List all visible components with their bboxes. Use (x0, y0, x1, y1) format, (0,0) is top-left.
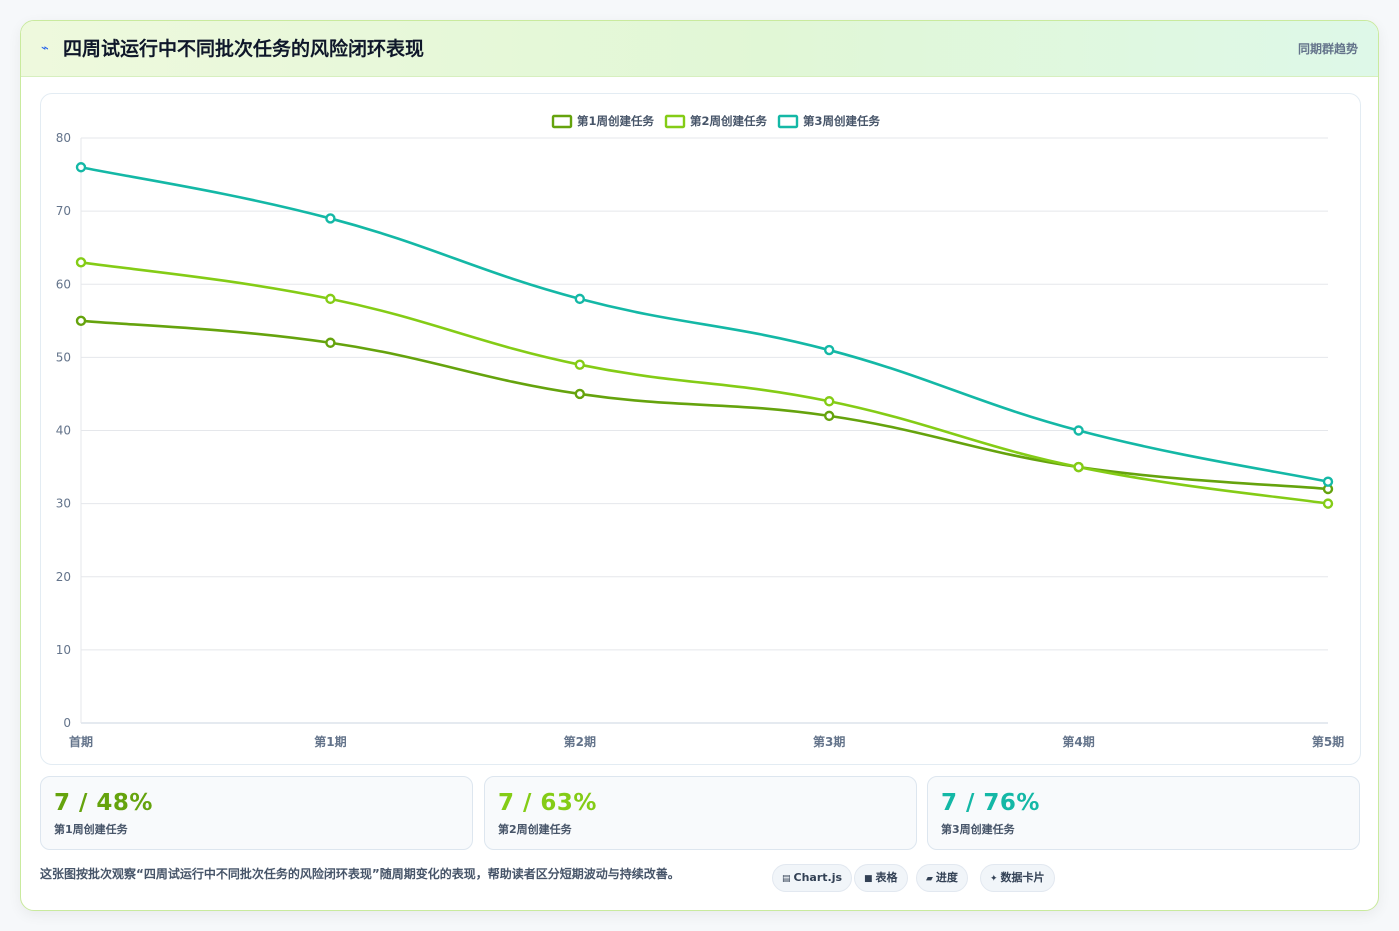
kpi-label: 第2周创建任务 (498, 823, 572, 836)
chip-progress[interactable]: ▰ 进度 (916, 864, 968, 892)
data-point (325, 293, 336, 305)
chip-chartjs[interactable]: ▤ Chart.js (772, 864, 853, 892)
data-point (574, 359, 585, 370)
x-tick-label: 第4期 (1062, 734, 1094, 749)
line-chart: 0 10 20 30 40 50 60 70 80 首期 第1期 第2期 第3期 第4期 第5期 第1周创建任… (56, 114, 1344, 749)
x-tick-label: 第1期 (314, 734, 346, 749)
y-tick-label: 40 (56, 424, 71, 438)
kpi-label: 第3周创建任务 (941, 823, 1015, 836)
data-point (824, 396, 835, 407)
data-point (574, 388, 585, 400)
y-tick-label: 50 (56, 350, 71, 364)
y-tick-label: 20 (56, 570, 71, 584)
sparkle-icon: ✦ (990, 874, 998, 884)
x-tick-label: 第2期 (564, 734, 596, 749)
y-tick-label: 80 (56, 131, 71, 145)
kpi-value: 7 / 63% (498, 790, 597, 816)
kpi-card: 7 / 63% 第2周创建任务 (484, 776, 917, 850)
legend-label: 第1周创建任务 (577, 114, 655, 128)
footer-note: 这张图按批次观察“四周试运行中不同批次任务的风险闭环表现”随周期变化的表现，帮助… (40, 867, 680, 881)
data-point (824, 344, 835, 356)
data-point (75, 257, 87, 268)
y-tick-label: 10 (56, 643, 71, 657)
y-tick-label: 70 (56, 204, 71, 218)
data-point (325, 213, 336, 224)
x-tick-label: 第5期 (1312, 734, 1344, 749)
card-header: ⌁ 四周试运行中不同批次任务的风险闭环表现 同期群趋势 (21, 21, 1378, 77)
data-point (1073, 461, 1084, 473)
legend-label: 第3周创建任务 (803, 114, 881, 128)
x-tick-label: 首期 (69, 734, 93, 749)
series-line (79, 165, 1330, 483)
series-line (79, 319, 1330, 491)
chip-label: Chart.js (793, 871, 843, 884)
header-tag: 同期群趋势 (1297, 42, 1358, 56)
legend-swatch (777, 114, 799, 129)
chip-datacards[interactable]: ✦ 数据卡片 (980, 864, 1055, 892)
legend-label: 第2周创建任务 (690, 114, 768, 128)
progress-icon: ▰ (926, 874, 933, 884)
data-point (1073, 425, 1084, 436)
data-point (1322, 498, 1334, 509)
chip-label: 进度 (935, 871, 958, 884)
lightning-icon: ⌁ (41, 41, 49, 56)
y-tick-label: 60 (56, 277, 71, 291)
kpi-value: 7 / 76% (941, 790, 1040, 816)
chart-icon: ▤ (782, 874, 791, 884)
data-point (325, 337, 336, 348)
kpi-row: 7 / 48% 第1周创建任务 7 / 63% 第2周创建任务 7 / 76% … (40, 776, 1361, 850)
y-tick-label: 0 (63, 716, 71, 730)
legend-swatch (664, 114, 686, 129)
kpi-value: 7 / 48% (54, 790, 153, 816)
data-point (824, 410, 835, 422)
chart-panel: 0 10 20 30 40 50 60 70 80 首期 第1期 第2期 第3期 第4期 第5期 第1周创建任… (40, 93, 1361, 765)
chip-table[interactable]: ■ 表格 (854, 864, 908, 892)
chip-label: 表格 (875, 871, 898, 884)
data-point (574, 293, 585, 305)
page-title: 四周试运行中不同批次任务的风险闭环表现 (63, 38, 425, 60)
kpi-card: 7 / 48% 第1周创建任务 (40, 776, 473, 850)
y-tick-label: 30 (56, 497, 71, 511)
data-point (75, 162, 87, 173)
kpi-card: 7 / 76% 第3周创建任务 (927, 776, 1360, 850)
chip-label: 数据卡片 (1000, 871, 1045, 884)
data-point (75, 315, 87, 327)
series-line (79, 261, 1330, 505)
data-point (1322, 476, 1334, 487)
chart-card: ⌁ 四周试运行中不同批次任务的风险闭环表现 同期群趋势 0 10 20 30 40 50 6… (20, 20, 1379, 911)
kpi-label: 第1周创建任务 (54, 823, 128, 836)
x-tick-label: 第3期 (813, 734, 845, 749)
table-icon: ■ (864, 874, 873, 884)
legend-swatch (551, 114, 573, 129)
